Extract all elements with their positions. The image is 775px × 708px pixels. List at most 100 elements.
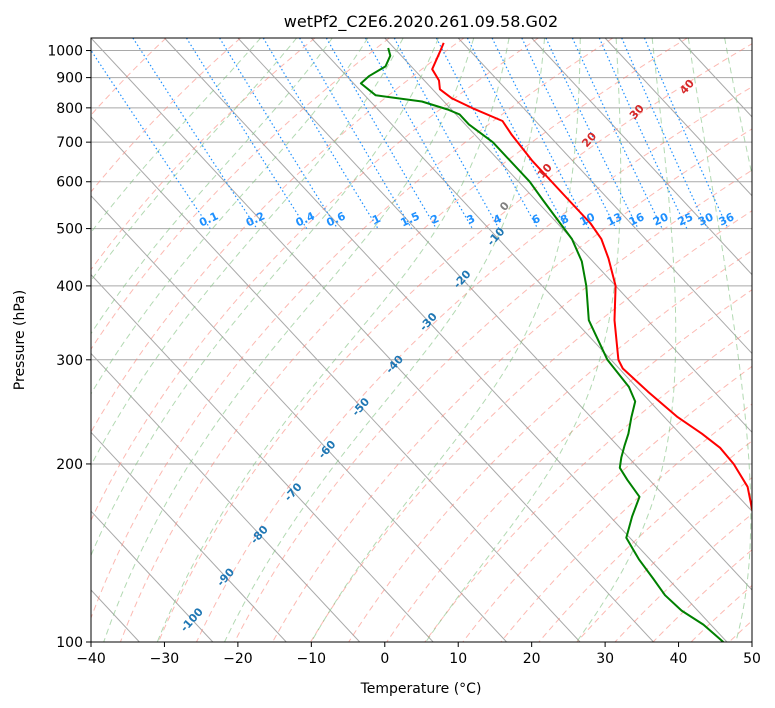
mixing-ratio-line (91, 49, 211, 229)
dry-adiabat (196, 86, 752, 642)
x-tick-label: −40 (76, 651, 106, 667)
isotherm-line (91, 273, 434, 642)
y-tick-label: 300 (56, 353, 83, 369)
x-tick-label: 0 (380, 651, 389, 667)
mixing-ratio-line (364, 38, 473, 229)
x-axis-label: Temperature (°C) (360, 681, 482, 697)
isotherm-line (91, 38, 654, 642)
x-tick-label: −10 (297, 651, 327, 667)
isotherm-line (457, 38, 752, 355)
y-tick-label: 100 (56, 635, 83, 651)
moist-adiabat (224, 38, 546, 642)
moist-adiabat (687, 38, 752, 642)
y-tick-label: 200 (56, 457, 83, 473)
mixing-ratio-line (621, 38, 708, 229)
moist-adiabat (91, 38, 439, 557)
mixing-ratio-label: 20 (651, 210, 671, 228)
isotherm-line (237, 38, 752, 591)
plot-frame (90, 37, 753, 643)
moist-adiabat-label: 30 (627, 102, 647, 122)
isotherm-line (678, 38, 752, 118)
moist-adiabat (91, 38, 261, 234)
x-tick-label: 30 (596, 651, 614, 667)
moist-adiabat-label: 20 (579, 130, 599, 150)
mixing-ratio-label: 6 (530, 212, 543, 227)
moist-adiabat (91, 38, 404, 467)
y-axis-label: Pressure (hPa) (12, 290, 28, 390)
y-tick-label: 900 (56, 71, 83, 87)
profile-lines (359, 42, 752, 642)
dry-adiabat (310, 210, 752, 642)
background-lines (0, 38, 775, 642)
isotherm-line (91, 510, 214, 642)
dry-adiabat (462, 365, 752, 642)
isotherm-line (310, 38, 752, 512)
dry-adiabat (690, 584, 752, 642)
moist-adiabat (724, 38, 752, 178)
dry-adiabat (158, 43, 752, 642)
dry-adiabat (538, 440, 752, 642)
isotherm-line (164, 38, 728, 642)
mixing-ratio-line (435, 38, 539, 229)
dry-adiabat (767, 38, 775, 642)
x-tick-label: 40 (670, 651, 688, 667)
mixing-ratio-line (262, 38, 379, 229)
chart-title: wetPf2_C2E6.2020.261.09.58.G02 (284, 12, 558, 32)
mixing-ratio-line (219, 38, 339, 229)
isotherm-line (384, 38, 752, 434)
mixing-ratio-label: 0.4 (294, 209, 317, 229)
isotherm-line (531, 38, 752, 276)
mixing-ratio-line (598, 38, 688, 229)
dry-adiabat (119, 38, 688, 642)
mixing-ratio-label: 36 (717, 210, 737, 228)
moist-adiabat (91, 38, 297, 282)
mixing-ratio-line (491, 38, 590, 229)
mixing-ratio-label: 13 (605, 210, 624, 228)
dry-adiabat (500, 403, 752, 642)
isotherm-line (751, 38, 752, 39)
dry-adiabat (91, 38, 390, 351)
mixing-ratio-line (132, 38, 258, 229)
y-tick-label: 400 (56, 279, 83, 295)
dry-adiabat (91, 38, 614, 620)
isotherm-line (0, 38, 66, 642)
mixing-ratio-line (185, 38, 308, 229)
mixing-ratio-line (393, 38, 500, 229)
dry-adiabat (576, 477, 752, 642)
y-tick-label: 1000 (47, 44, 83, 60)
dewpoint-profile (359, 47, 724, 642)
moist-adiabat-label: 0 (497, 199, 512, 214)
mixing-ratio-label: 25 (676, 210, 695, 228)
moist-adiabat-label: 40 (677, 77, 697, 97)
mixing-ratio-label: 0.1 (197, 209, 220, 229)
dry-adiabat (386, 289, 752, 642)
isotherm-line (91, 116, 581, 642)
mixing-ratio-label: 16 (627, 210, 647, 228)
isotherm-line (91, 194, 507, 642)
dry-adiabat (348, 249, 752, 642)
temperature-profile (431, 42, 752, 514)
moist-adiabat (91, 38, 369, 395)
dry-adiabat (614, 513, 752, 642)
x-tick-label: 10 (449, 651, 467, 667)
y-tick-label: 700 (56, 135, 83, 151)
dry-adiabat (652, 549, 752, 642)
dry-adiabat (91, 38, 539, 522)
isotherm-line (91, 352, 361, 642)
moist-adiabat (576, 38, 677, 642)
dry-adiabat (272, 169, 752, 642)
mixing-ratio-label: 10 (578, 210, 598, 228)
mixing-ratio-line (521, 38, 617, 229)
isotherm-line (604, 38, 752, 197)
mixing-ratio-line (643, 38, 729, 229)
moist-adiabat (156, 38, 510, 642)
mixing-ratio-label: 0.2 (244, 209, 267, 229)
x-axis-ticks: −40 −30 −20 −10 0 10 20 30 40 50 (76, 642, 761, 667)
mixing-ratio-label: 30 (696, 210, 716, 228)
moist-adiabat (91, 38, 333, 335)
moist-adiabat (103, 38, 475, 642)
y-tick-label: 600 (56, 175, 83, 191)
dry-adiabat (91, 38, 241, 193)
y-tick-label: 500 (56, 222, 83, 238)
